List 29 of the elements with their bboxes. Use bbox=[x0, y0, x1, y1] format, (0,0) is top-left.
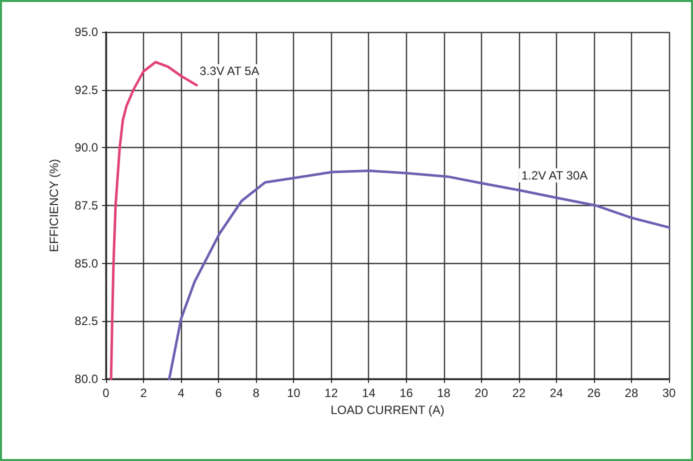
y-tick-label: 92.5 bbox=[74, 82, 98, 97]
x-tick-label: 26 bbox=[587, 386, 601, 400]
y-tick-label: 90.0 bbox=[74, 140, 98, 155]
x-tick-label: 30 bbox=[662, 386, 676, 400]
x-tick-label: 20 bbox=[474, 386, 488, 400]
line-series bbox=[168, 170, 670, 380]
series-label: 3.3V AT 5A bbox=[200, 64, 260, 78]
x-tick-label: 6 bbox=[215, 386, 222, 400]
series-label: 1.2V AT 30A bbox=[521, 168, 588, 182]
y-axis-title: EFFICIENCY (%) bbox=[47, 158, 61, 252]
y-tick-label: 95.0 bbox=[74, 25, 98, 39]
x-tick-label: 10 bbox=[286, 386, 301, 400]
y-tick-label: 80.0 bbox=[74, 372, 98, 386]
x-tick-label: 16 bbox=[400, 386, 414, 400]
x-axis-title: LOAD CURRENT (A) bbox=[330, 402, 444, 417]
y-tick-label: 82.5 bbox=[74, 314, 98, 328]
x-tick-label: 14 bbox=[362, 386, 376, 400]
line-series bbox=[110, 60, 198, 380]
x-tick-label: 8 bbox=[252, 386, 260, 400]
y-tick-label: 85.0 bbox=[74, 256, 98, 270]
x-tick-label: 2 bbox=[140, 386, 148, 400]
y-tick-label: 87.5 bbox=[74, 198, 98, 212]
x-tick-label: 18 bbox=[437, 386, 451, 400]
x-tick-label: 24 bbox=[550, 386, 564, 400]
x-tick-label: 12 bbox=[324, 386, 338, 400]
x-tick-label: 28 bbox=[624, 386, 638, 400]
x-tick-label: 4 bbox=[178, 386, 185, 400]
x-tick-label: 0 bbox=[102, 386, 110, 400]
x-tick-label: 22 bbox=[512, 386, 526, 400]
